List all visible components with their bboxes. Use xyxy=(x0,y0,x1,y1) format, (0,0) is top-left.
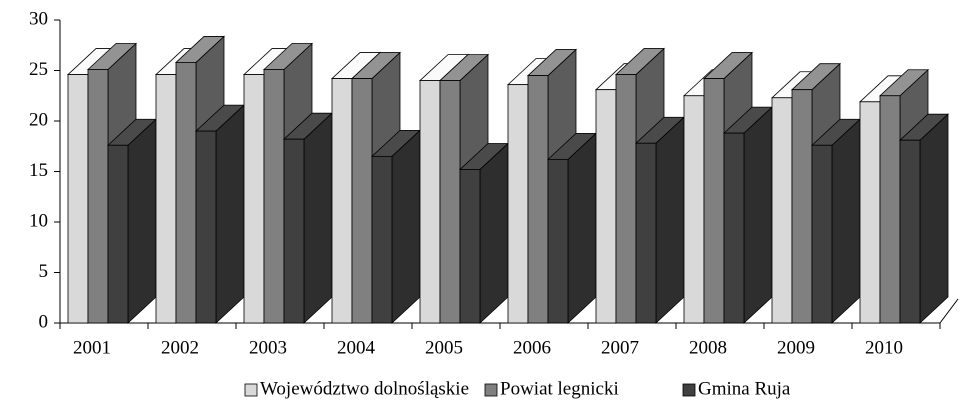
bar xyxy=(155,74,177,324)
bar xyxy=(595,89,617,324)
bar xyxy=(283,138,305,324)
bar xyxy=(419,80,441,324)
y-tick-label: 30 xyxy=(29,8,48,29)
x-tick-label: 2002 xyxy=(161,337,199,358)
bar xyxy=(439,80,461,324)
bar xyxy=(243,74,265,324)
bar xyxy=(703,78,725,324)
x-tick-label: 2010 xyxy=(865,337,903,358)
bar-side xyxy=(655,116,685,324)
bar-side xyxy=(567,132,597,324)
legend-label: Województwo dolnośląskie xyxy=(260,378,469,399)
bar xyxy=(723,132,745,324)
x-tick-label: 2009 xyxy=(777,337,815,358)
bar-side xyxy=(303,112,333,324)
bar xyxy=(879,95,901,324)
bar-side xyxy=(391,129,421,324)
y-tick-label: 5 xyxy=(39,261,49,282)
x-tick-label: 2004 xyxy=(337,337,376,358)
bar xyxy=(635,142,657,324)
bar xyxy=(107,144,129,324)
legend-swatch xyxy=(244,383,258,397)
y-tick-label: 10 xyxy=(29,210,48,231)
legend-swatch xyxy=(484,383,498,397)
bar xyxy=(811,144,833,324)
y-tick-label: 25 xyxy=(29,59,48,80)
bar xyxy=(195,130,217,324)
bar-side xyxy=(479,142,509,324)
floor-edge xyxy=(939,298,959,324)
x-tick-label: 2007 xyxy=(601,337,639,358)
bar xyxy=(67,74,89,324)
bar xyxy=(859,101,881,324)
bar xyxy=(331,78,353,324)
bar-side xyxy=(919,113,949,324)
x-tick-label: 2005 xyxy=(425,337,463,358)
bar xyxy=(547,158,569,324)
bar xyxy=(371,155,393,324)
x-tick-label: 2003 xyxy=(249,337,287,358)
y-tick-label: 20 xyxy=(29,109,48,130)
bar xyxy=(459,169,481,324)
x-tick-label: 2001 xyxy=(73,337,111,358)
x-tick-label: 2008 xyxy=(689,337,727,358)
bar xyxy=(899,139,921,324)
bar xyxy=(791,89,813,324)
y-tick-label: 15 xyxy=(29,160,48,181)
bar xyxy=(771,97,793,324)
bar-side xyxy=(215,104,245,324)
y-tick-label: 0 xyxy=(39,311,49,332)
bar-side xyxy=(831,118,861,324)
legend-label: Powiat legnicki xyxy=(500,378,619,399)
x-tick-label: 2006 xyxy=(513,337,551,358)
bar xyxy=(615,74,637,324)
bar xyxy=(175,62,197,324)
bar xyxy=(351,78,373,324)
bar xyxy=(263,69,285,324)
bar-side xyxy=(127,118,157,324)
legend-swatch xyxy=(682,383,696,397)
bar xyxy=(683,95,705,324)
bar xyxy=(87,69,109,324)
legend-label: Gmina Ruja xyxy=(698,378,791,399)
bar-side xyxy=(743,106,773,324)
bar xyxy=(527,75,549,324)
bar xyxy=(507,84,529,324)
